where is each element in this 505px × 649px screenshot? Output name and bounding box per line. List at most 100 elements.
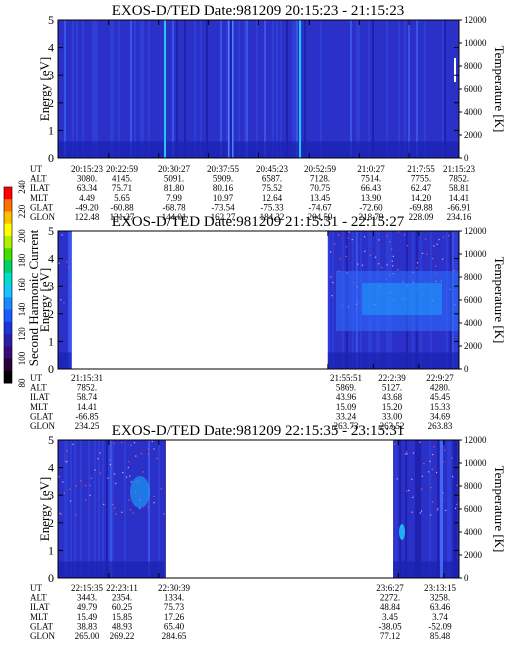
- ephemeris-cell: 66.43: [361, 183, 382, 193]
- ephemeris-cell: 17.26: [164, 612, 185, 622]
- colorbar-segment: [4, 211, 12, 225]
- y2-tick-label: 0: [464, 153, 469, 163]
- spectrogram-background: [58, 231, 72, 369]
- ephemeris-cell: 48.84: [380, 602, 401, 612]
- spectrogram-speckle: [451, 457, 453, 459]
- ephemeris-cell: 62.47: [411, 183, 432, 193]
- spectrogram-speckle: [156, 457, 158, 460]
- spectrogram-stripe: [405, 440, 408, 578]
- spectrogram-stripe: [264, 20, 266, 158]
- y-tick-label: 5: [48, 224, 54, 238]
- spectrogram-speckle: [147, 453, 149, 455]
- colorbar-tick-label: 100: [17, 351, 27, 365]
- ephemeris-row-label: ILAT: [30, 602, 50, 612]
- ephemeris-cell: 5.65: [114, 193, 130, 203]
- ephemeris-cell: 14.20: [411, 193, 432, 203]
- spectrogram-speckle: [411, 511, 413, 513]
- ephemeris-cell: 22:15:35: [71, 583, 104, 593]
- ephemeris-row-label: GLAT: [30, 411, 53, 421]
- spectrogram-speckle: [130, 481, 132, 483]
- y2-tick-label: 8000: [464, 481, 483, 491]
- colorbar-tick-label: 180: [17, 253, 27, 267]
- spectrogram-speckle: [129, 509, 132, 511]
- ephemeris-cell: 7755.: [411, 174, 431, 184]
- ephemeris-cell: -66.85: [75, 411, 99, 421]
- ephemeris-cell: 38.83: [77, 621, 98, 631]
- ephemeris-row-label: UT: [30, 583, 42, 593]
- spectrogram-speckle: [128, 499, 130, 501]
- spectrogram-speckle: [369, 254, 372, 256]
- colorbar-label: Second Harmonic Current: [26, 229, 41, 366]
- spectrogram-speckle: [435, 265, 437, 267]
- spectrogram-speckle: [109, 463, 112, 466]
- spectrogram-speckle: [115, 482, 117, 485]
- spectrogram-speckle: [408, 489, 410, 492]
- spectrogram-speckle: [436, 509, 438, 511]
- spectrogram-speckle: [378, 263, 380, 265]
- ephemeris-cell: 15.33: [430, 402, 451, 412]
- ephemeris-cell: 4.49: [79, 193, 95, 203]
- y-axis-label: Energy [eV]: [37, 57, 52, 121]
- ephemeris-cell: 33.24: [336, 411, 357, 421]
- spectrogram-stripe: [244, 20, 246, 158]
- spectrogram-speckle: [337, 234, 340, 236]
- spectrogram-stripe: [184, 20, 186, 158]
- spectrogram-stripe: [449, 440, 452, 578]
- spectrogram-stripe: [158, 440, 160, 578]
- spectrogram-speckle: [133, 441, 136, 444]
- spectrogram-stripe: [102, 440, 104, 578]
- spectrogram-stripe: [415, 440, 418, 578]
- spectrogram-speckle: [386, 264, 388, 266]
- ephemeris-cell: -73.54: [211, 202, 235, 212]
- spectrogram-stripe: [142, 20, 144, 158]
- ephemeris-cell: 14.41: [77, 402, 97, 412]
- spectrogram-speckle: [424, 238, 427, 240]
- ephemeris-cell: 3.74: [432, 612, 448, 622]
- y2-axis-label: Temperature [K]: [492, 466, 505, 553]
- ephemeris-cell: 20:15:23: [71, 164, 104, 174]
- ephemeris-cell: 43.96: [336, 392, 357, 402]
- spectrogram-stripe: [453, 440, 456, 578]
- spectrogram-speckle: [334, 243, 336, 245]
- spectrogram-stripe: [368, 20, 370, 158]
- spectrogram-stripe: [134, 20, 136, 158]
- spectrogram-speckle: [61, 234, 63, 236]
- spectrogram-stripe: [72, 20, 74, 158]
- y2-tick-label: 2000: [464, 550, 483, 560]
- spectrogram-stripe: [106, 440, 108, 578]
- ephemeris-cell: 3080.: [77, 174, 97, 184]
- ephemeris-cell: -52.09: [428, 621, 452, 631]
- spectrogram-speckle: [153, 448, 155, 450]
- ephemeris-cell: 263.83: [428, 421, 453, 431]
- spectrogram-speckle: [347, 237, 349, 239]
- spectrogram-speckle: [361, 264, 364, 266]
- ephemeris-cell: -66.91: [447, 202, 470, 212]
- ephemeris-cell: 80.16: [213, 183, 234, 193]
- ephemeris-cell: 162.27: [211, 212, 236, 222]
- ephemeris-cell: 15.20: [382, 402, 403, 412]
- ephemeris-cell: 6587.: [262, 174, 282, 184]
- colorbar-segment: [4, 285, 12, 298]
- spectrogram-speckle: [68, 266, 70, 268]
- ephemeris-cell: 21:15:31: [71, 373, 103, 383]
- y-tick-label: 5: [48, 433, 54, 447]
- spectrogram-stripe: [124, 440, 126, 578]
- ephemeris-cell: 7852.: [77, 383, 97, 393]
- spectrogram-feature: [164, 20, 166, 158]
- spectrogram-stripe: [64, 20, 66, 158]
- spectrogram: [393, 440, 460, 578]
- spectrogram-stripe: [74, 440, 76, 578]
- ephemeris-row-label: GLAT: [30, 202, 53, 212]
- ephemeris-cell: 228.09: [409, 212, 434, 222]
- ephemeris-cell: 263.52: [380, 421, 405, 431]
- ephemeris-cell: 12.64: [262, 193, 283, 203]
- spectrogram-stripe: [148, 440, 150, 578]
- ephemeris-cell: -72.60: [359, 202, 383, 212]
- spectrogram-speckle: [421, 252, 424, 255]
- spectrogram-stripe: [417, 440, 420, 578]
- ephemeris-cell: 284.65: [162, 631, 187, 641]
- spectrogram-speckle: [70, 285, 72, 287]
- ephemeris-cell: 58.74: [77, 392, 98, 402]
- spectrogram-speckle: [441, 258, 444, 260]
- spectrogram-feature: [228, 20, 230, 158]
